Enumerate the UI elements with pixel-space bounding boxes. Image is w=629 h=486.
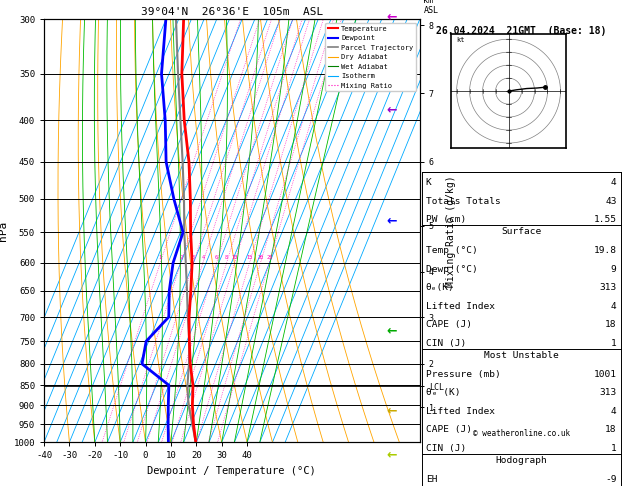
- Text: Hodograph: Hodograph: [495, 456, 547, 465]
- Text: CIN (J): CIN (J): [426, 339, 466, 348]
- Y-axis label: Mixing Ratio (g/kg): Mixing Ratio (g/kg): [447, 175, 457, 287]
- Text: Totals Totals: Totals Totals: [426, 197, 501, 206]
- Text: 10: 10: [231, 255, 238, 260]
- Text: 19.8: 19.8: [594, 246, 616, 255]
- Text: θₑ(K): θₑ(K): [426, 283, 455, 292]
- Bar: [421, 173, 621, 486]
- Text: EH: EH: [426, 475, 437, 484]
- Text: kt: kt: [457, 37, 465, 43]
- Text: K: K: [426, 178, 431, 187]
- Text: 20: 20: [257, 255, 264, 260]
- Text: CAPE (J): CAPE (J): [426, 425, 472, 434]
- Text: ←: ←: [386, 324, 396, 337]
- Text: 26.04.2024  21GMT  (Base: 18): 26.04.2024 21GMT (Base: 18): [436, 26, 606, 36]
- Y-axis label: hPa: hPa: [0, 221, 8, 241]
- Text: 3: 3: [192, 255, 195, 260]
- Text: 18: 18: [605, 320, 616, 330]
- X-axis label: Dewpoint / Temperature (°C): Dewpoint / Temperature (°C): [147, 466, 316, 476]
- Title: 39°04'N  26°36'E  105m  ASL: 39°04'N 26°36'E 105m ASL: [141, 7, 323, 17]
- Text: PW (cm): PW (cm): [426, 215, 466, 224]
- Text: CAPE (J): CAPE (J): [426, 320, 472, 330]
- Text: Lifted Index: Lifted Index: [426, 407, 495, 416]
- Text: Dewp (°C): Dewp (°C): [426, 264, 477, 274]
- Text: 6: 6: [215, 255, 218, 260]
- Text: Pressure (mb): Pressure (mb): [426, 370, 501, 379]
- Legend: Temperature, Dewpoint, Parcel Trajectory, Dry Adiabat, Wet Adiabat, Isotherm, Mi: Temperature, Dewpoint, Parcel Trajectory…: [325, 23, 416, 91]
- Text: Lifted Index: Lifted Index: [426, 302, 495, 311]
- Text: ←: ←: [386, 448, 396, 461]
- Text: CIN (J): CIN (J): [426, 444, 466, 453]
- Text: θₑ (K): θₑ (K): [426, 388, 460, 397]
- Text: Surface: Surface: [501, 227, 542, 236]
- Text: km
ASL: km ASL: [423, 0, 438, 15]
- Text: ←: ←: [386, 11, 396, 23]
- Text: 4: 4: [611, 302, 616, 311]
- Text: © weatheronline.co.uk: © weatheronline.co.uk: [472, 429, 570, 438]
- Text: 1: 1: [611, 444, 616, 453]
- Text: 1: 1: [611, 339, 616, 348]
- Text: 43: 43: [605, 197, 616, 206]
- Text: 25: 25: [266, 255, 272, 260]
- Text: 4: 4: [201, 255, 204, 260]
- Text: -9: -9: [605, 475, 616, 484]
- Text: ←: ←: [386, 404, 396, 417]
- Text: 1001: 1001: [594, 370, 616, 379]
- Text: 4: 4: [611, 407, 616, 416]
- Text: Temp (°C): Temp (°C): [426, 246, 477, 255]
- Text: 4: 4: [611, 178, 616, 187]
- Text: 1.55: 1.55: [594, 215, 616, 224]
- Text: 313: 313: [599, 283, 616, 292]
- Text: 8: 8: [225, 255, 228, 260]
- Text: ←: ←: [386, 103, 396, 116]
- Text: 313: 313: [599, 388, 616, 397]
- Text: 15: 15: [247, 255, 253, 260]
- Text: 9: 9: [611, 264, 616, 274]
- Text: 1: 1: [159, 255, 162, 260]
- Text: 18: 18: [605, 425, 616, 434]
- Text: Most Unstable: Most Unstable: [484, 351, 559, 360]
- Text: ←: ←: [386, 215, 396, 227]
- Text: 2: 2: [179, 255, 182, 260]
